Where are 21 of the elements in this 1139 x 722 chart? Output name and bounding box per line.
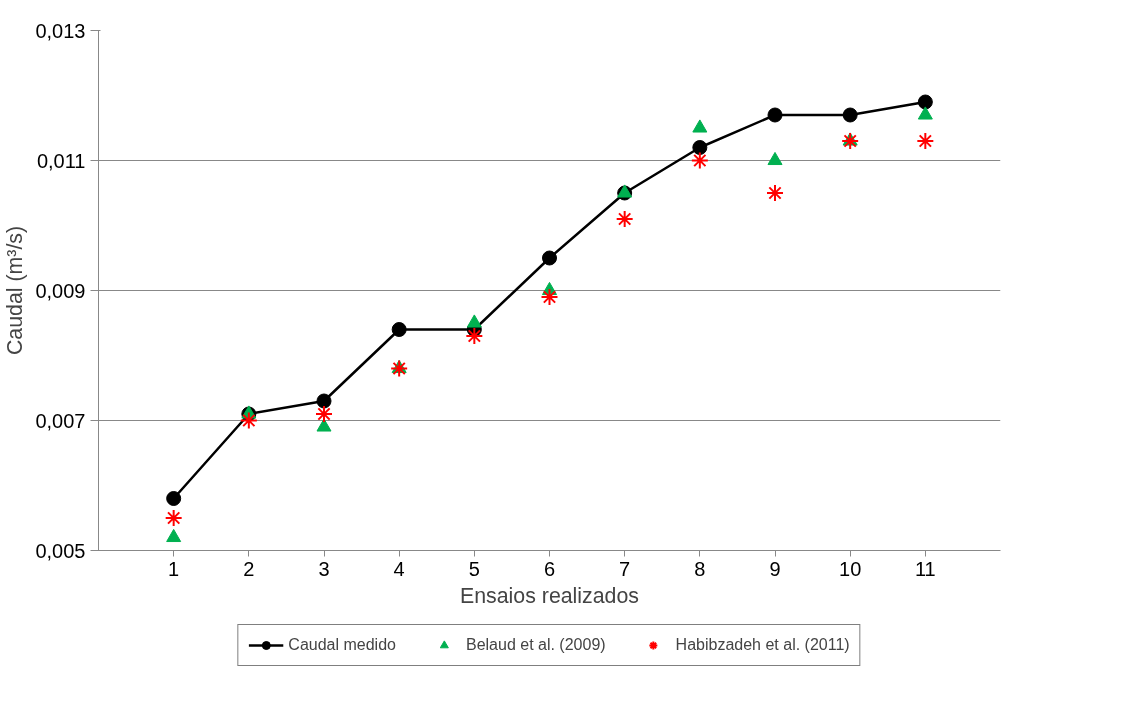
- legend-label: Habibzadeh et al. (2011): [675, 636, 850, 654]
- y-tick-label: 0,009: [35, 279, 86, 302]
- x-tick-label: 6: [543, 557, 556, 580]
- x-tick-label: 9: [769, 557, 781, 580]
- x-tick-label: 7: [619, 557, 631, 580]
- x-tick-label: 10: [839, 557, 862, 580]
- y-axis-title: Caudal (m³/s): [3, 225, 28, 356]
- x-tick-label: 2: [243, 557, 255, 580]
- y-tick-label: 0,007: [35, 409, 86, 432]
- y-tick-label: 0,013: [35, 19, 86, 42]
- y-tick-label: 0,005: [35, 539, 86, 562]
- y-tick-label: 0,011: [36, 149, 86, 172]
- legend-label: Belaud et al. (2009): [465, 636, 606, 654]
- x-tick-label: 8: [694, 557, 706, 580]
- legend-label: Caudal medido: [288, 636, 396, 654]
- x-tick-label: 3: [318, 557, 330, 580]
- x-tick-label: 5: [468, 557, 480, 580]
- x-axis-title: Ensaios realizados: [459, 583, 640, 608]
- x-tick-label: 4: [393, 557, 405, 580]
- x-tick-label: 1: [168, 557, 180, 580]
- x-tick-label: 11: [914, 557, 936, 580]
